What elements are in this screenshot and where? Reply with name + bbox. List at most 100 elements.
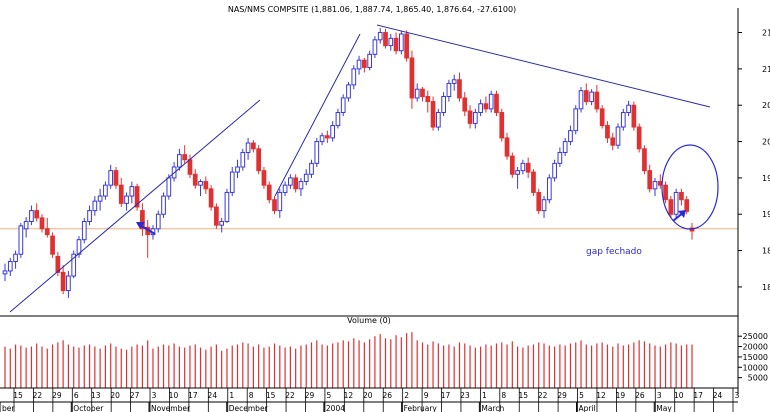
candle [409,50,415,109]
candle [589,89,594,106]
candle [346,81,351,102]
candle-body-down [462,97,468,112]
candle [351,65,357,90]
candle-body-up [277,191,283,212]
candle-body-up [97,195,103,202]
x-month-label: October [73,404,104,412]
candle-body-up [245,142,251,153]
candle [583,83,589,106]
candle-body-up [177,154,182,168]
candle-body-up [615,126,621,146]
candle [235,159,240,178]
candle [282,181,288,197]
candle-body-down [668,199,674,215]
candle [610,132,616,151]
candle-body-down [134,186,140,208]
candle-body-up [319,135,325,143]
chart-title: NAS/NMS COMPSITE (1,881.06, 1,887.74, 1,… [228,5,516,14]
candle [161,192,166,218]
candle-body-down [140,210,145,230]
candle-body-up [103,184,108,197]
candle [18,222,24,258]
candle-body-down [34,210,40,219]
candle [356,55,362,75]
x-day-label: 1 [482,391,487,400]
candle [451,74,457,91]
x-day-label: 27 [130,391,140,400]
candles [2,28,695,298]
candle [668,196,674,218]
candle-body-up [435,111,441,128]
candle [272,196,277,215]
x-day-label: 15 [13,391,23,400]
candle [118,177,124,207]
candle-body-up [92,200,98,212]
candle [87,205,92,226]
x-day-label: 8 [501,391,506,400]
x-day-label: 9 [424,391,429,400]
candle [647,164,653,193]
candle [129,181,135,204]
candle [335,108,341,129]
candle-body-up [451,79,457,84]
candle-body-up [472,111,478,124]
candle-body-up [314,141,320,164]
candle-body-up [161,195,166,215]
trendline-october-uptrend [9,99,261,313]
candle-body-up [108,170,114,186]
candle-body-up [356,59,362,70]
candle [319,132,325,146]
candle [435,108,441,131]
candle-body-down [113,170,119,186]
price-tick-label: 2000 [762,138,770,147]
candle [525,157,531,178]
candle-body-down [293,177,299,190]
candle-body-up [573,108,579,132]
candle-body-down [393,37,399,52]
candle-body-down [457,79,462,99]
candle [155,210,161,233]
candle-body-down [50,235,55,255]
candle [256,145,262,175]
candle-body-up [673,191,679,215]
price-tick-label: 1800 [762,283,770,292]
gap-circle [661,144,719,230]
candle-body-up [23,221,29,230]
candle [330,121,335,142]
candle [277,188,283,218]
candle-body-up [81,221,87,241]
candle [81,217,87,244]
candle-body-down [499,111,505,139]
candle [509,152,515,178]
candle [388,33,394,51]
x-month-label: February [404,404,438,412]
candle [483,96,489,113]
candle-body-up [546,177,552,201]
x-day-label: 3 [735,391,740,400]
candle [605,121,610,144]
candle-body-down [430,101,436,128]
candle [13,250,18,269]
candle [462,92,468,117]
volume-tick-label: 25000 [743,332,768,341]
candle-body-up [541,199,547,212]
candle-body-up [589,91,594,103]
candle [393,32,399,55]
x-day-label: 12 [344,391,354,400]
x-month-label: 2004 [326,404,345,412]
x-month-label: December [229,404,269,412]
candle [377,28,383,44]
candle-body-up [309,162,314,175]
candle [541,196,547,218]
candle-body-up [367,53,372,68]
price-tick-label: 1850 [762,247,770,256]
candle-body-down [55,255,61,273]
candle [488,90,494,113]
candle [50,232,55,258]
candle-body-up [340,97,346,113]
x-day-label: 22 [285,391,295,400]
candle-body-down [214,206,219,226]
candle-body-up [441,95,446,113]
candle-body-up [478,103,483,113]
candle-body-up [219,221,225,226]
